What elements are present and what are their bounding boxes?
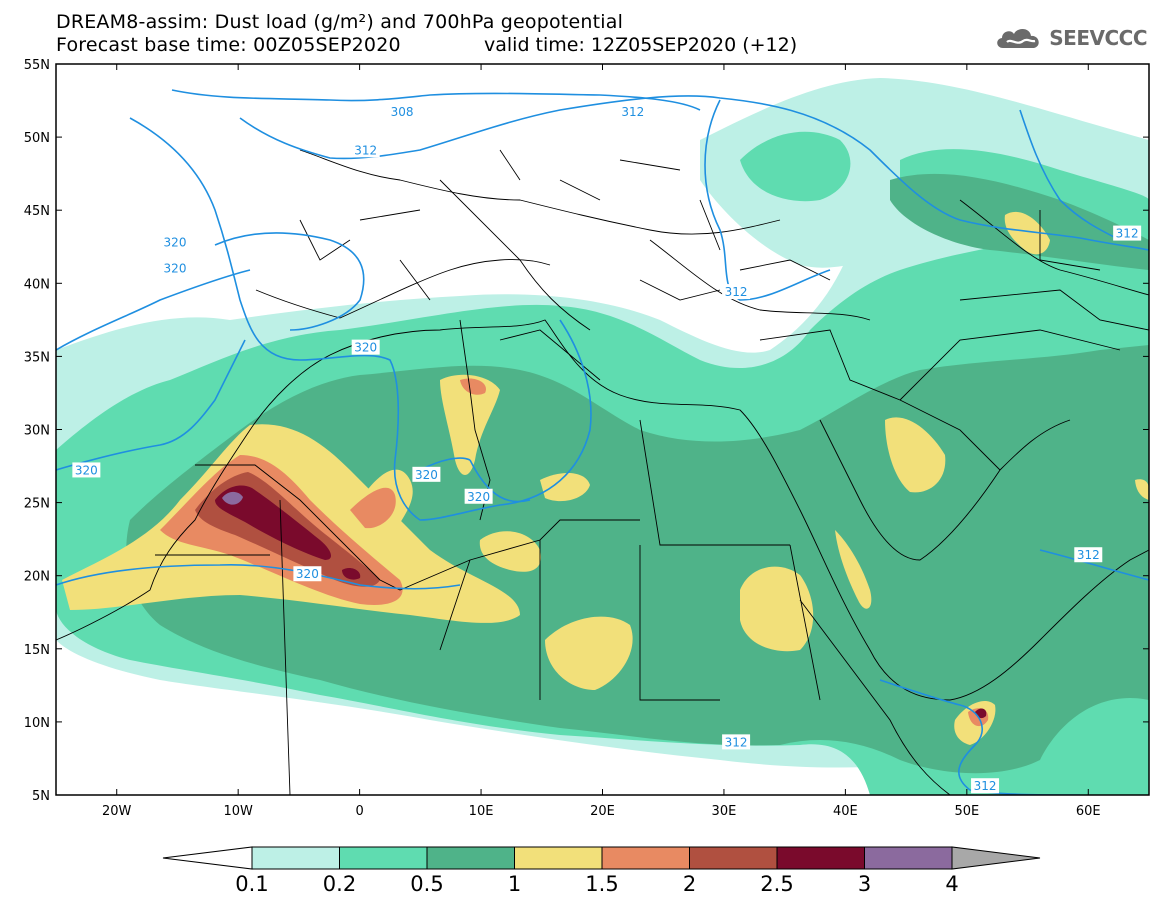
dust-band-1-libya xyxy=(540,473,590,502)
svg-text:320: 320 xyxy=(296,567,319,581)
lon-label: 10E xyxy=(469,804,494,819)
contour-label: 320 xyxy=(464,488,493,504)
geopotential-contours xyxy=(56,89,1149,795)
contour-label: 320 xyxy=(412,466,441,482)
svg-text:312: 312 xyxy=(974,779,997,793)
colorbar-box xyxy=(689,846,778,870)
dust-band-1.5-algeria xyxy=(460,378,486,395)
lon-label: 60E xyxy=(1076,804,1101,819)
dust-band-1-iran xyxy=(1135,479,1149,500)
svg-text:320: 320 xyxy=(467,490,490,504)
colorbar-box xyxy=(251,846,340,870)
lon-label: 30E xyxy=(712,804,737,819)
colorbar-label: 0.5 xyxy=(410,872,443,896)
lon-label: 40E xyxy=(833,804,858,819)
lat-label: 25N xyxy=(24,497,50,512)
colorbar-label: 0.2 xyxy=(323,872,356,896)
svg-text:312: 312 xyxy=(354,143,377,157)
contour-label: 320 xyxy=(293,566,322,582)
colorbar-label: 0.1 xyxy=(235,872,268,896)
svg-text:320: 320 xyxy=(354,341,377,355)
contour-label: 320 xyxy=(161,260,190,276)
coastlines xyxy=(56,149,1149,795)
svg-text:312: 312 xyxy=(725,285,748,299)
lat-axis: 55N 50N 45N 40N 35N 30N 25N 20N 15N 10N 5N xyxy=(24,58,1149,804)
dust-band-1-arabia xyxy=(885,417,946,493)
contour-label: 320 xyxy=(351,339,380,355)
dust-band-1-chad xyxy=(479,531,541,572)
colorbar-label: 4 xyxy=(945,872,958,896)
colorbar-label: 3 xyxy=(858,872,871,896)
svg-text:312: 312 xyxy=(1116,227,1139,241)
svg-text:312: 312 xyxy=(1077,548,1100,562)
lon-label: 20W xyxy=(102,804,132,819)
contour-labels: 308 312 312 320 320 312 312 320 320 320 320 320 312 3… xyxy=(72,104,1142,794)
dust-band-1-sudan xyxy=(740,566,814,652)
dust-band-2.5-b xyxy=(342,567,361,580)
dust-band-1-redsea xyxy=(835,530,872,609)
dust-band-1-kazakh xyxy=(1004,211,1050,255)
svg-text:308: 308 xyxy=(391,105,414,119)
lat-label: 50N xyxy=(24,131,50,146)
colorbar-over-arrow xyxy=(951,846,1041,870)
contour-label: 320 xyxy=(72,462,101,478)
lon-label: 50E xyxy=(954,804,979,819)
lat-label: 5N xyxy=(32,789,50,804)
contour-label: 320 xyxy=(161,234,190,250)
svg-text:320: 320 xyxy=(164,262,187,276)
lat-label: 10N xyxy=(24,716,50,731)
colorbar-box xyxy=(776,846,865,870)
cloud-icon xyxy=(997,28,1039,48)
seevccc-logo: SEEVCCC xyxy=(993,24,1147,52)
dust-band-1-algeria xyxy=(440,374,500,475)
lat-label: 20N xyxy=(24,570,50,585)
contour-label: 312 xyxy=(971,778,1000,794)
logo-text: SEEVCCC xyxy=(1049,26,1147,50)
contour-label: 312 xyxy=(722,734,751,750)
colorbar-label: 2.5 xyxy=(760,872,793,896)
colorbar-box xyxy=(514,846,603,870)
forecast-base-time: Forecast base time: 00Z05SEP2020 xyxy=(56,34,401,56)
dust-band-1-niger xyxy=(545,616,633,690)
lat-label: 45N xyxy=(24,204,50,219)
contour-label: 308 xyxy=(388,104,417,120)
map-title: DREAM8-assim: Dust load (g/m²) and 700hP… xyxy=(56,11,624,33)
contour-label: 312 xyxy=(618,104,647,120)
dust-band-3 xyxy=(222,491,243,505)
svg-text:320: 320 xyxy=(75,463,98,477)
contour-label: 312 xyxy=(722,284,751,300)
lon-axis: 20W 10W 0 10E 20E 30E 40E 50E 60E xyxy=(102,64,1101,819)
colorbar-label: 1.5 xyxy=(585,872,618,896)
dust-band-0.2-caspian xyxy=(740,131,851,202)
lat-label: 15N xyxy=(24,643,50,658)
lon-label: 0 xyxy=(355,804,363,819)
colorbar-label: 1 xyxy=(508,872,521,896)
contour-label: 312 xyxy=(1074,547,1103,563)
colorbar-box xyxy=(864,846,953,870)
colorbar-under-arrow xyxy=(162,846,253,870)
dust-band-2.5 xyxy=(215,485,332,560)
colorbar-box xyxy=(339,846,428,870)
dust-band-1.5-mauritania xyxy=(350,487,396,529)
svg-text:320: 320 xyxy=(164,235,187,249)
lat-label: 55N xyxy=(24,58,50,73)
contour-label: 312 xyxy=(351,142,380,158)
lon-label: 10W xyxy=(223,804,253,819)
svg-text:312: 312 xyxy=(621,105,644,119)
svg-text:320: 320 xyxy=(415,468,438,482)
map-field xyxy=(56,64,1149,795)
colorbar-label: 2 xyxy=(683,872,696,896)
valid-time: valid time: 12Z05SEP2020 (+12) xyxy=(484,34,798,56)
lat-label: 30N xyxy=(24,424,50,439)
colorbar-box xyxy=(426,846,515,870)
lon-label: 20E xyxy=(590,804,615,819)
contour-label: 312 xyxy=(1113,225,1142,241)
lat-label: 40N xyxy=(24,277,50,292)
svg-text:312: 312 xyxy=(725,735,748,749)
lat-label: 35N xyxy=(24,350,50,365)
colorbar-box xyxy=(601,846,690,870)
